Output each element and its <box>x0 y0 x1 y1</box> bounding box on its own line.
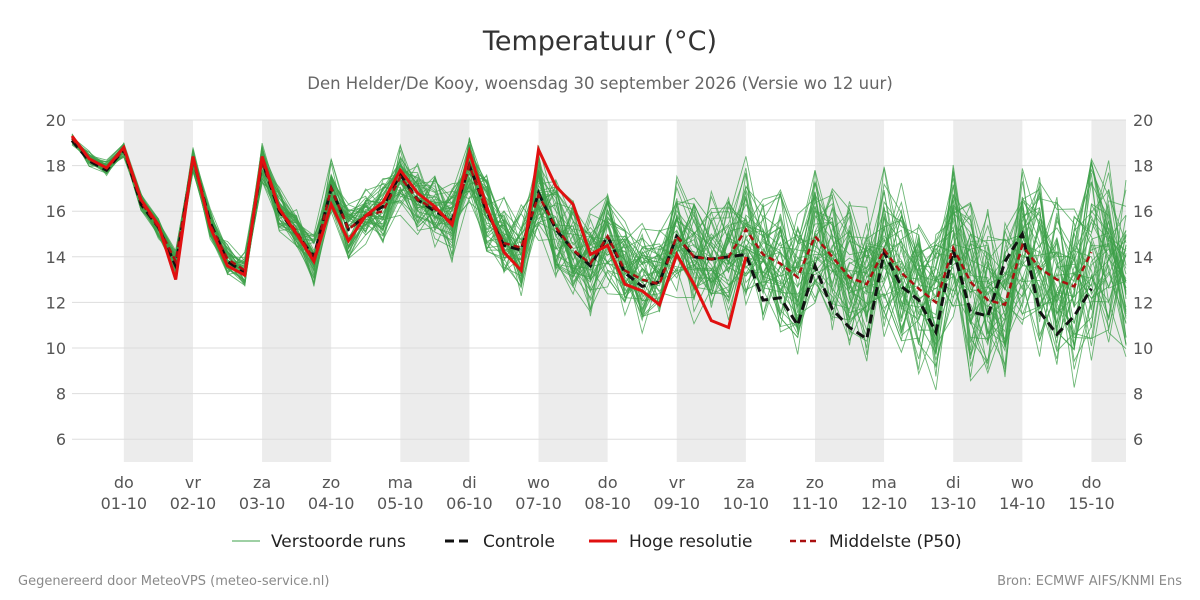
chart-subtitle: Den Helder/De Kooy, woensdag 30 septembe… <box>307 74 893 93</box>
x-tick-day: ma <box>388 473 413 492</box>
control-line <box>70 139 1093 342</box>
y-tick-label-left: 10 <box>46 339 66 358</box>
x-tick-day: za <box>737 473 755 492</box>
y-tick-label-right: 6 <box>1133 430 1143 449</box>
y-tick-label-left: 16 <box>46 202 66 221</box>
y-tick-label-right: 16 <box>1133 202 1153 221</box>
x-tick-date: 03-10 <box>239 494 286 513</box>
y-tick-label-right: 10 <box>1133 339 1153 358</box>
weekend-band <box>123 120 193 462</box>
chart-legend: Verstoorde runs Controle Hoge resolutie … <box>232 532 962 552</box>
x-tick-day: do <box>114 473 134 492</box>
x-tick-day: di <box>946 473 961 492</box>
y-tick-label-right: 12 <box>1133 293 1153 312</box>
x-tick-date: 04-10 <box>308 494 355 513</box>
high-res-line <box>70 135 748 330</box>
x-tick-day: zo <box>806 473 824 492</box>
x-tick-date: 09-10 <box>654 494 701 513</box>
legend-label-control: Controle <box>483 532 555 552</box>
x-tick-date: 01-10 <box>101 494 148 513</box>
x-tick-day: ma <box>871 473 896 492</box>
footer-generated-by: Gegenereerd door MeteoVPS (meteo-service… <box>18 574 329 589</box>
x-tick-day: do <box>598 473 618 492</box>
x-tick-date: 14-10 <box>999 494 1046 513</box>
y-tick-label-left: 12 <box>46 293 66 312</box>
p50-line <box>71 137 1093 307</box>
x-tick-date: 05-10 <box>377 494 424 513</box>
weekend-bands <box>123 120 1126 462</box>
y-tick-label-left: 6 <box>56 430 66 449</box>
x-tick-date: 13-10 <box>930 494 977 513</box>
x-tick-date: 10-10 <box>723 494 770 513</box>
weekend-band <box>262 120 332 462</box>
legend-label-high-res: Hoge resolutie <box>629 532 753 552</box>
x-tick-date: 06-10 <box>446 494 493 513</box>
x-tick-date: 15-10 <box>1068 494 1115 513</box>
y-tick-label-left: 20 <box>46 111 66 130</box>
footer-source: Bron: ECMWF AIFS/KNMI Ens <box>997 574 1182 589</box>
y-tick-label-right: 18 <box>1133 157 1153 176</box>
weekend-band <box>676 120 746 462</box>
y-axis-ticks: 6 6 8 8 10 10 12 12 14 14 16 16 18 18 20 20 <box>46 111 1154 449</box>
x-tick-day: di <box>462 473 477 492</box>
x-tick-date: 02-10 <box>170 494 217 513</box>
x-tick-day: wo <box>527 473 550 492</box>
y-tick-label-left: 18 <box>46 157 66 176</box>
x-tick-day: vr <box>185 473 201 492</box>
y-tick-label-right: 14 <box>1133 248 1153 267</box>
legend-label-ensemble: Verstoorde runs <box>271 532 406 552</box>
main-series <box>70 135 1093 342</box>
x-tick-date: 07-10 <box>515 494 562 513</box>
x-tick-date: 08-10 <box>584 494 631 513</box>
x-tick-day: zo <box>322 473 340 492</box>
x-tick-day: wo <box>1011 473 1034 492</box>
ensemble-member-line <box>71 139 1127 355</box>
y-tick-label-left: 8 <box>56 385 66 404</box>
x-tick-day: do <box>1081 473 1101 492</box>
x-axis-ticks: do 01-10 vr 02-10 za 03-10 zo 04-10 ma 05-10 di 06-… <box>101 473 1115 513</box>
y-tick-label-left: 14 <box>46 248 66 267</box>
x-tick-day: vr <box>669 473 685 492</box>
chart-title: Temperatuur (°C) <box>482 26 717 57</box>
legend-label-p50: Middelste (P50) <box>829 532 962 552</box>
x-tick-date: 11-10 <box>792 494 839 513</box>
x-tick-date: 12-10 <box>861 494 908 513</box>
x-tick-day: za <box>253 473 271 492</box>
y-tick-label-right: 8 <box>1133 385 1143 404</box>
y-tick-label-right: 20 <box>1133 111 1153 130</box>
